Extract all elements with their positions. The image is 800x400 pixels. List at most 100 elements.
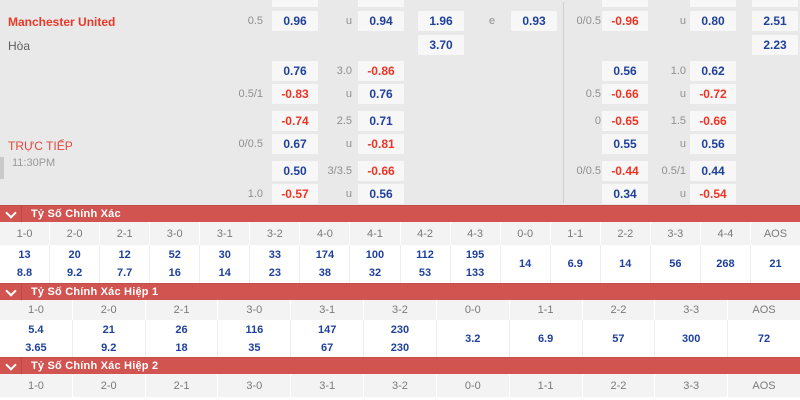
score-odds-cell[interactable]: 5.4 3.65	[0, 320, 73, 357]
odds-cell[interactable]: -0.72	[690, 84, 736, 104]
panel-divider	[563, 2, 564, 203]
odds-row: -0.74 2.5 0.71 0 -0.65 1.5 -0.66	[0, 111, 800, 131]
score-odds-cell[interactable]: 6.9	[510, 320, 583, 357]
odds-cell[interactable]: -0.44	[602, 161, 648, 181]
score-odds-cell[interactable]: 268	[701, 245, 751, 283]
score-odds-cell[interactable]: 21 9.2	[73, 320, 146, 357]
odds-cell[interactable]: -0.66	[602, 84, 648, 104]
odds-cell[interactable]: -0.83	[272, 84, 318, 104]
odds-cell[interactable]: 0.93	[511, 11, 557, 31]
odds-cell[interactable]: -0.66	[690, 111, 736, 131]
section-header-bar[interactable]: Tỷ Số Chính Xác	[0, 205, 800, 223]
score-column-header: 3-1	[200, 222, 251, 245]
score-odds-cell[interactable]: 174 38	[300, 245, 351, 283]
odds-cell[interactable]: 0.96	[272, 11, 318, 31]
score-column-header: 0-0	[437, 374, 510, 397]
odds-cell[interactable]: -0.57	[272, 184, 318, 204]
score-odds-cell[interactable]: 20 9.2	[50, 245, 101, 283]
score-odds-value: 9.2	[66, 267, 83, 279]
score-odds-cell[interactable]: 72	[728, 320, 800, 357]
odds-cell[interactable]: -0.74	[272, 111, 318, 131]
odds-cell[interactable]: 1.96	[418, 11, 464, 31]
odds-cell[interactable]: 0.94	[358, 11, 404, 31]
odds-cell[interactable]: -0.54	[690, 184, 736, 204]
score-odds-cell[interactable]: 3.2	[437, 320, 510, 357]
score-column-header: 3-3	[655, 300, 729, 320]
score-odds-cell[interactable]: 30 14	[200, 245, 251, 283]
section-header-bar[interactable]: Tỷ Số Chính Xác Hiệp 1	[0, 283, 800, 301]
score-odds-cell[interactable]: 14	[501, 245, 551, 283]
score-odds-value: 35	[248, 341, 261, 354]
score-column-header: 2-0	[73, 300, 146, 320]
odds-label: e	[488, 15, 496, 27]
score-column-header: 2-2	[583, 374, 656, 397]
score-column-header: 1-1	[510, 300, 583, 320]
odds-cell[interactable]: -0.96	[602, 11, 648, 31]
score-odds-cell[interactable]: 12 7.7	[100, 245, 151, 283]
odds-label: u	[679, 88, 686, 100]
odds-cell[interactable]: 0.55	[602, 134, 648, 154]
odds-cell[interactable]: -0.66	[358, 161, 404, 181]
odds-cell[interactable]: 2.23	[752, 35, 798, 55]
odds-cell[interactable]: 0.34	[602, 184, 648, 204]
odds-cell[interactable]: -0.86	[358, 61, 404, 81]
score-odds-value: 53	[418, 267, 432, 279]
odds-label: u	[345, 15, 352, 27]
odds-cell[interactable]: 0.80	[690, 11, 736, 31]
odds-cell[interactable]: -0.81	[358, 134, 404, 154]
score-odds-value: 5.4	[28, 323, 44, 336]
score-odds-value: 14	[218, 267, 231, 279]
odds-cell[interactable]: 0.44	[690, 161, 736, 181]
score-column-header: 3-3	[655, 374, 729, 397]
odds-label: 0	[594, 115, 601, 127]
score-column-header: 2-2	[583, 300, 656, 320]
odds-row: 0.76 3.0 -0.86 0.56 1.0 0.62	[0, 61, 800, 81]
score-odds-cell[interactable]: 195 133	[451, 245, 501, 283]
match-time-label: 11:30PM	[12, 157, 56, 169]
score-odds-cell[interactable]: 56	[651, 245, 701, 283]
score-odds-cell[interactable]: 6.9	[551, 245, 601, 283]
odds-cell[interactable]: 0.56	[690, 134, 736, 154]
score-odds-cell[interactable]: 230 230	[364, 320, 437, 357]
score-sections: Tỷ Số Chính Xác 1-0 2-0 2-1 3-0 3-1 3-2 4-0 4-1 4…	[0, 205, 800, 400]
score-odds-value: 26	[175, 323, 188, 336]
score-odds-cell[interactable]: 116 35	[218, 320, 292, 357]
score-header-row: 1-0 2-0 2-1 3-0 3-1 3-2 0-0 1-1 2-2 3-3 AOS	[0, 374, 800, 397]
odds-cell[interactable]: 0.71	[358, 111, 404, 131]
odds-cell[interactable]: 0.76	[272, 61, 318, 81]
odds-cell[interactable]: 0.62	[690, 61, 736, 81]
score-odds-cell[interactable]: 26 18	[146, 320, 219, 357]
odds-cell[interactable]: 0.56	[602, 61, 648, 81]
score-odds-cell[interactable]: 300	[655, 320, 729, 357]
score-values-row: 13 8.8 20 9.2 12 7.7 52 16 30 14 33 23 174 38 100 32 112…	[0, 245, 800, 283]
odds-row: 0/0.5 0.67 u -0.81 0.55 u 0.56	[0, 134, 800, 154]
score-column-header: 3-0	[218, 374, 292, 397]
odds-cell[interactable]: 0.67	[272, 134, 318, 154]
scroll-strip	[0, 157, 4, 179]
odds-cell[interactable]: 0.50	[272, 161, 318, 181]
odds-cell[interactable]: 0.76	[358, 84, 404, 104]
score-odds-value: 300	[682, 332, 701, 345]
score-column-header: 4-0	[300, 222, 351, 245]
score-odds-cell[interactable]: 21	[751, 245, 800, 283]
section-header-bar[interactable]: Tỷ Số Chính Xác Hiệp 2	[0, 357, 800, 375]
odds-cell[interactable]: 0.56	[358, 184, 404, 204]
odds-label: 0/0.5	[576, 15, 601, 27]
score-odds-cell[interactable]: 33 23	[250, 245, 301, 283]
score-odds-cell[interactable]: 147 67	[291, 320, 365, 357]
score-odds-value: 32	[368, 267, 382, 279]
score-odds-cell[interactable]: 52 16	[150, 245, 201, 283]
score-odds-value: 67	[321, 341, 334, 354]
odds-cell[interactable]: 2.51	[752, 11, 798, 31]
score-odds-cell[interactable]: 13 8.8	[0, 245, 51, 283]
odds-label: u	[345, 138, 352, 150]
odds-cell[interactable]: 3.70	[418, 35, 464, 55]
score-odds-cell[interactable]: 57	[583, 320, 656, 357]
score-odds-cell[interactable]: 112 53	[401, 245, 451, 283]
odds-cell[interactable]: -0.65	[602, 111, 648, 131]
score-odds-value: 112	[416, 249, 434, 261]
score-odds-cell[interactable]: 14	[601, 245, 651, 283]
score-odds-cell[interactable]: 100 32	[350, 245, 401, 283]
score-odds-value: 13	[18, 249, 31, 261]
score-column-header: 3-0	[150, 222, 201, 245]
